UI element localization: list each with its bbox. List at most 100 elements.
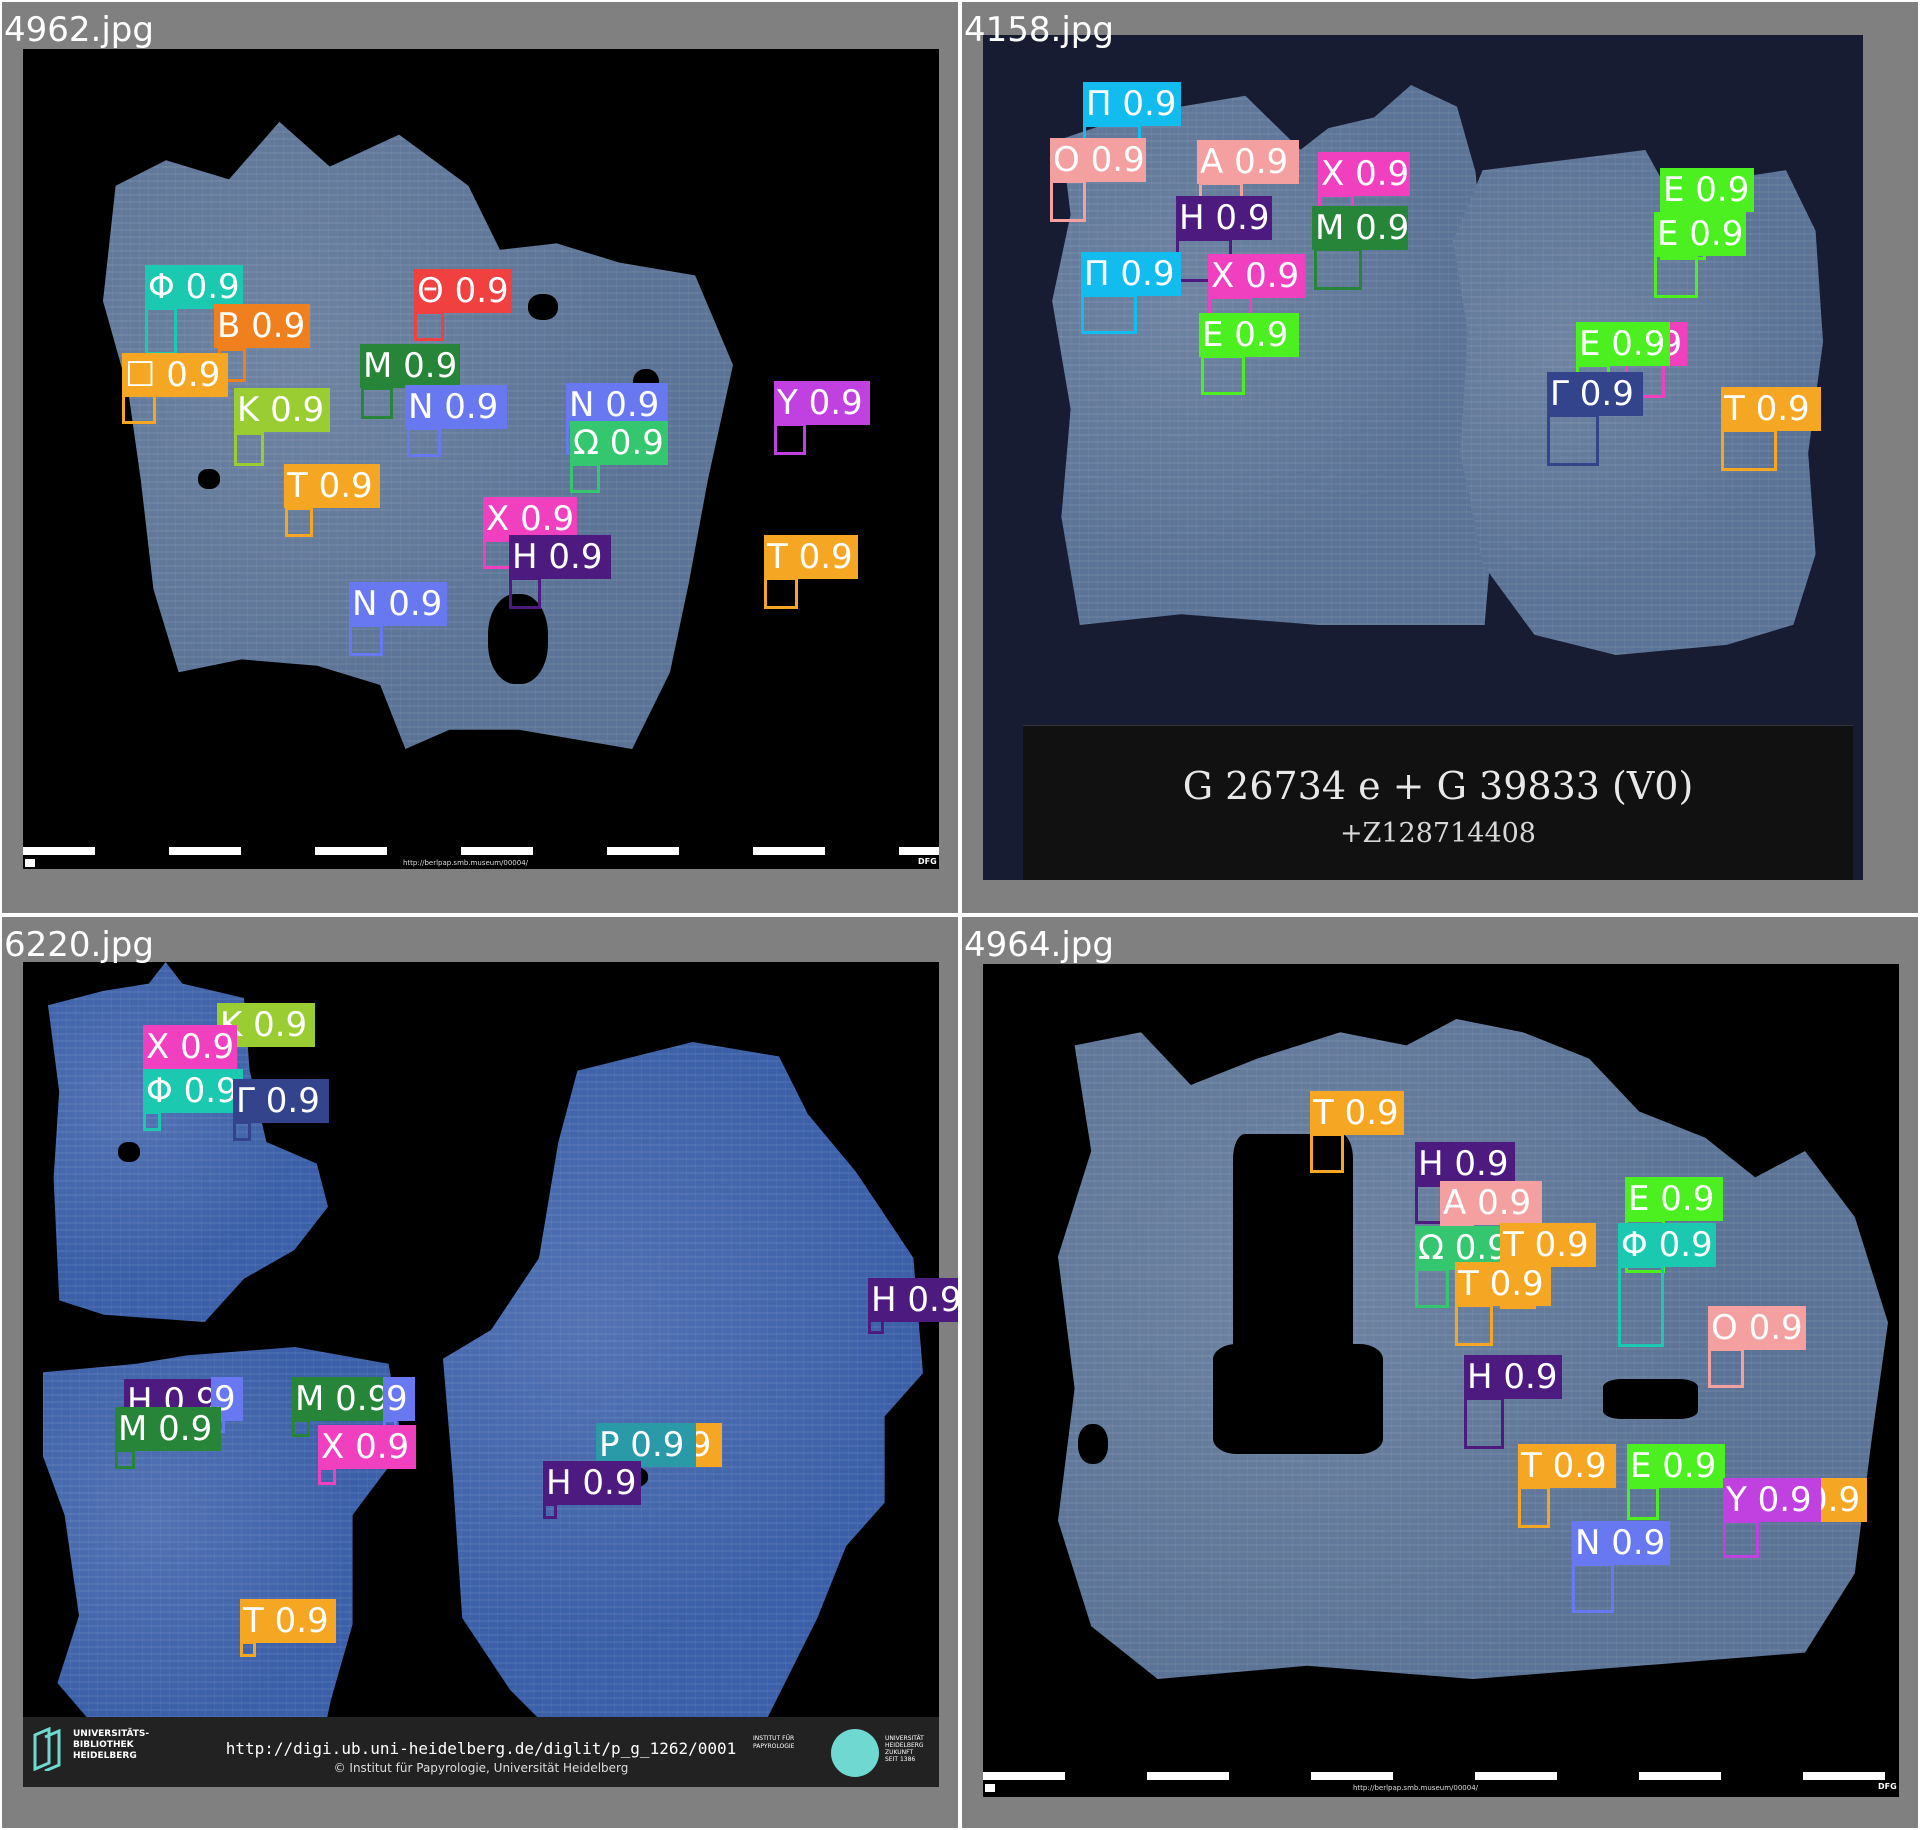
detection-box <box>543 1503 557 1519</box>
detection-label: X 0.9 <box>1208 254 1306 298</box>
detection-label: ☐ 0.9 <box>122 353 228 397</box>
museum-logo <box>25 859 35 867</box>
panel-filename: 4158.jpg <box>964 10 1114 50</box>
papyrus-hole <box>1213 1344 1383 1454</box>
footer-url: http://berlpap.smb.museum/00004/ <box>1353 1784 1479 1792</box>
detection-label: H 0.9 <box>1464 1355 1562 1399</box>
detection-box <box>414 311 444 341</box>
panel-filename: 6220.jpg <box>4 925 154 965</box>
detection-box <box>1455 1304 1493 1346</box>
detection-label: T 0.9 <box>284 464 380 508</box>
detection-box <box>234 432 264 466</box>
papyrus-hole <box>1603 1379 1698 1419</box>
detection-label: Φ 0.9 <box>1618 1223 1716 1267</box>
library-name: UNIVERSITÄTS- BIBLIOTHEK HEIDELBERG <box>73 1729 150 1761</box>
detection-box <box>1572 1563 1614 1613</box>
detection-box <box>570 463 600 493</box>
detection-box <box>318 1467 336 1485</box>
detection-label: O 0.9 <box>1708 1306 1806 1350</box>
specimen-inventory-number: G 26734 e + G 39833 (V0) <box>1182 764 1694 808</box>
footer-url: http://berlpap.smb.museum/00004/ <box>403 859 529 867</box>
detection-label: M 0.9 <box>360 344 460 388</box>
copyright-notice: © Institut für Papyrologie, Universität … <box>333 1761 629 1775</box>
detection-label: T 0.9 <box>1721 387 1821 431</box>
detection-label: T 0.9 <box>1455 1262 1551 1306</box>
detection-box <box>764 577 798 609</box>
detection-label: T 0.9 <box>764 535 858 579</box>
detection-label: H 0.9 <box>1415 1142 1515 1186</box>
detection-label: Φ 0.9 <box>145 265 243 309</box>
detection-box <box>1708 1348 1744 1388</box>
detection-label: A 0.9 <box>1440 1181 1542 1225</box>
detection-label: E 0.9 <box>1576 322 1670 366</box>
detection-label: X 0.9 <box>143 1025 237 1069</box>
detection-label: E 0.9 <box>1660 168 1754 212</box>
image-panel-6220: 6220.jpg UNIVERSITÄTS- BIBLIOTHEK HEIDEL… <box>2 917 958 1828</box>
detection-label: E 0.9 <box>1654 212 1746 256</box>
detection-box <box>233 1121 251 1141</box>
detection-label: Θ 0.9 <box>414 269 512 313</box>
detection-box <box>349 624 383 656</box>
detection-box <box>1618 1265 1664 1347</box>
detection-box <box>1201 355 1245 395</box>
panel-filename: 4964.jpg <box>964 925 1114 965</box>
detection-box <box>1050 180 1086 222</box>
detection-label: M 0.9 <box>1312 206 1409 250</box>
detection-box <box>145 307 177 355</box>
papyrus-fragment <box>443 1042 923 1762</box>
detection-label: T 0.9 <box>1310 1091 1404 1135</box>
detection-label: T 0.9 <box>1518 1444 1616 1488</box>
detection-label: H 0.9 <box>1176 196 1272 240</box>
detection-label: Y 0.9 <box>1723 1478 1821 1522</box>
scale-bar <box>983 1772 1899 1780</box>
papyrus-hole <box>488 594 548 684</box>
detection-label: P 0.9 <box>596 1423 696 1467</box>
detection-label: X 0.9 <box>483 497 577 541</box>
detection-label: Π 0.9 <box>1083 82 1181 126</box>
image-panel-4962: 4962.jpg http://berlpap.smb.museum/00004… <box>2 2 958 913</box>
detection-label: N 0.9 <box>566 383 668 427</box>
detection-label: M 0.9 <box>115 1407 221 1451</box>
detection-box <box>143 1111 161 1131</box>
detection-box <box>240 1641 256 1657</box>
detection-box <box>285 507 313 537</box>
papyrus-hole <box>198 469 220 489</box>
detection-box <box>1314 248 1362 290</box>
papyrus-photo: http://berlpap.smb.museum/00004/ DFG <box>23 49 939 869</box>
detection-box <box>1547 414 1599 466</box>
detection-label: Y 0.9 <box>774 381 870 425</box>
detection-box <box>361 387 393 419</box>
detection-box <box>1464 1397 1504 1449</box>
detection-box <box>1415 1268 1449 1308</box>
detection-label: N 0.9 <box>1572 1521 1670 1565</box>
detection-label: N 0.9 <box>405 385 507 429</box>
detection-label: Ω 0.9 <box>570 421 668 465</box>
detection-label: X 0.9 <box>318 1425 416 1469</box>
specimen-label-card: G 26734 e + G 39833 (V0) +Z128714408 <box>1023 725 1853 880</box>
detection-label: Γ 0.9 <box>233 1079 329 1123</box>
detection-box <box>292 1419 310 1437</box>
university-seal-icon <box>831 1729 879 1777</box>
detection-box <box>1518 1486 1550 1528</box>
scale-bar <box>23 847 939 855</box>
detection-box <box>1627 1486 1659 1520</box>
papyrus-photo: http://berlpap.smb.museum/00004/ DFG <box>983 964 1899 1797</box>
dfg-logo: DFG <box>1878 1782 1897 1791</box>
museum-logo <box>985 1784 995 1792</box>
detection-label: H 0.9 <box>543 1461 641 1505</box>
detection-label: E 0.9 <box>1627 1444 1725 1488</box>
detection-label: K 0.9 <box>234 388 330 432</box>
image-panel-4158: 4158.jpg G 26734 e + G 39833 (V0) +Z1287… <box>962 2 1918 913</box>
library-logo-icon <box>33 1727 61 1771</box>
panel-filename: 4962.jpg <box>4 10 154 50</box>
detection-label: E 0.9 <box>1625 1177 1723 1221</box>
papyrus-hole <box>1078 1424 1108 1464</box>
detection-box <box>509 577 541 609</box>
library-footer: UNIVERSITÄTS- BIBLIOTHEK HEIDELBERG http… <box>23 1717 939 1787</box>
detection-label: O 0.9 <box>1050 138 1146 182</box>
papyrus-hole <box>118 1142 140 1162</box>
detection-box <box>115 1449 135 1469</box>
detection-label: T 0.9 <box>240 1599 336 1643</box>
detection-label: Ω 0.9 <box>1415 1226 1519 1270</box>
detection-label: Γ 0.9 <box>1547 372 1643 416</box>
